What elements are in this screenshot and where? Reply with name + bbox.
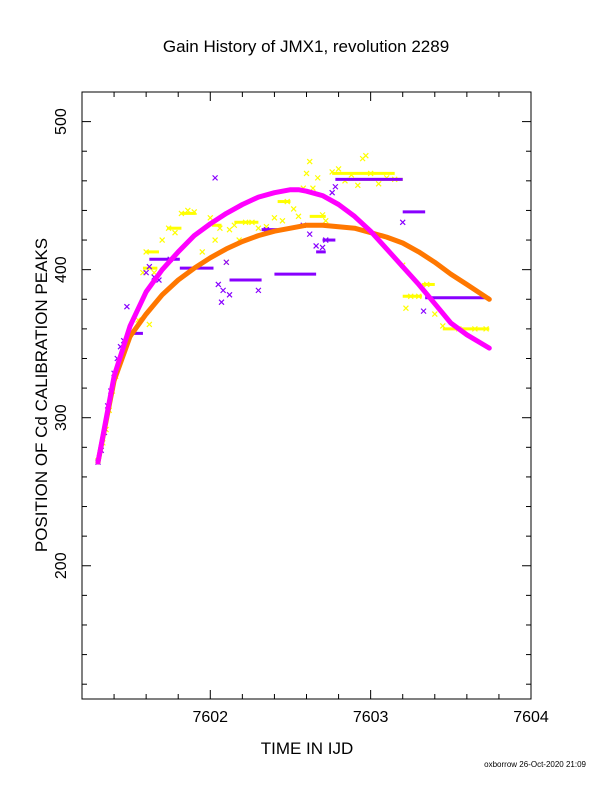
plot-frame [81, 91, 532, 700]
fit-curve-2 [95, 222, 492, 465]
data-point-series-1 [362, 152, 369, 159]
x-axis-label: TIME IN IJD [261, 739, 354, 758]
data-point-series-1 [279, 217, 286, 224]
fit-curve-1 [95, 187, 492, 465]
data-point-series-2 [420, 308, 427, 315]
y-tick-label: 500 [53, 108, 70, 135]
data-point-series-2 [218, 299, 225, 306]
data-point-series-1 [431, 311, 438, 317]
data-point-series-1 [172, 229, 178, 236]
data-point-series-2 [329, 189, 336, 196]
data-point-series-1 [375, 180, 382, 187]
data-point-series-1 [249, 219, 255, 226]
data-point-series-1 [226, 226, 233, 233]
data-point-series-1 [231, 222, 238, 229]
data-point-series-1 [199, 248, 206, 255]
data-point-series-2 [223, 259, 230, 266]
data-point-series-2 [123, 303, 130, 310]
data-point-series-1 [207, 214, 214, 221]
data-point-series-1 [329, 169, 336, 175]
data-point-series-2 [226, 291, 233, 298]
data-point-series-1 [143, 248, 150, 255]
data-point-series-1 [402, 305, 409, 312]
data-point-series-2 [306, 231, 313, 238]
data-point-series-1 [159, 237, 166, 243]
data-point-series-1 [242, 219, 249, 226]
data-point-series-2 [220, 287, 227, 294]
data-point-series-1 [335, 166, 342, 172]
x-axis: 7602 7603 7604 [81, 92, 549, 726]
data-point-series-1 [423, 281, 430, 288]
x-tick-label: 7602 [192, 709, 228, 726]
data-point-series-2 [332, 183, 339, 190]
data-point-series-1 [290, 206, 297, 212]
data-point-series-1 [191, 208, 198, 215]
data-point-series-1 [483, 325, 490, 332]
x-tick-label: 7603 [353, 709, 389, 726]
data-point-series-1 [407, 293, 414, 300]
data-point-series-2 [399, 219, 406, 226]
data-point-series-1 [319, 211, 326, 218]
data-point-series-2 [313, 243, 320, 249]
data-point-series-2 [146, 263, 153, 270]
data-point-series-1 [284, 198, 291, 205]
plot-area [95, 152, 490, 466]
data-point-series-1 [354, 182, 361, 189]
y-axis-label: POSITION OF Cd CALIBRATION PEAKS [32, 238, 51, 552]
data-point-series-1 [439, 322, 446, 329]
data-point-series-2 [215, 281, 222, 288]
data-point-series-1 [309, 185, 316, 192]
y-tick-label: 400 [53, 256, 70, 283]
data-point-series-1 [295, 213, 302, 220]
x-tick-label: 7604 [513, 709, 549, 726]
data-point-series-1 [314, 174, 321, 181]
data-point-series-1 [184, 207, 191, 214]
data-point-series-1 [178, 210, 185, 217]
chart-title: Gain History of JMX1, revolution 2289 [163, 37, 449, 56]
data-point-series-1 [146, 321, 153, 328]
data-point-series-1 [212, 237, 219, 243]
footer-credit: oxborrow 26-Oct-2020 21:09 [484, 760, 586, 769]
y-tick-label: 300 [53, 404, 70, 431]
data-point-series-1 [255, 225, 262, 232]
data-point-series-1 [348, 171, 355, 178]
data-point-series-1 [303, 170, 310, 177]
y-tick-label: 200 [53, 552, 70, 579]
data-point-series-2 [143, 269, 150, 276]
data-point-series-2 [212, 174, 219, 181]
data-point-series-2 [255, 287, 262, 294]
data-point-series-1 [367, 170, 374, 177]
data-point-series-1 [471, 325, 478, 332]
data-point-series-1 [322, 217, 329, 224]
data-point-series-1 [306, 158, 313, 165]
y-axis: 200 300 400 500 [53, 91, 531, 685]
data-point-series-2 [319, 244, 326, 251]
data-point-series-1 [216, 225, 223, 232]
data-point-series-2 [322, 237, 329, 243]
data-point-series-1 [415, 293, 422, 300]
fit-curves [95, 187, 492, 465]
data-point-series-1 [271, 214, 278, 221]
data-point-series-1 [165, 225, 172, 232]
